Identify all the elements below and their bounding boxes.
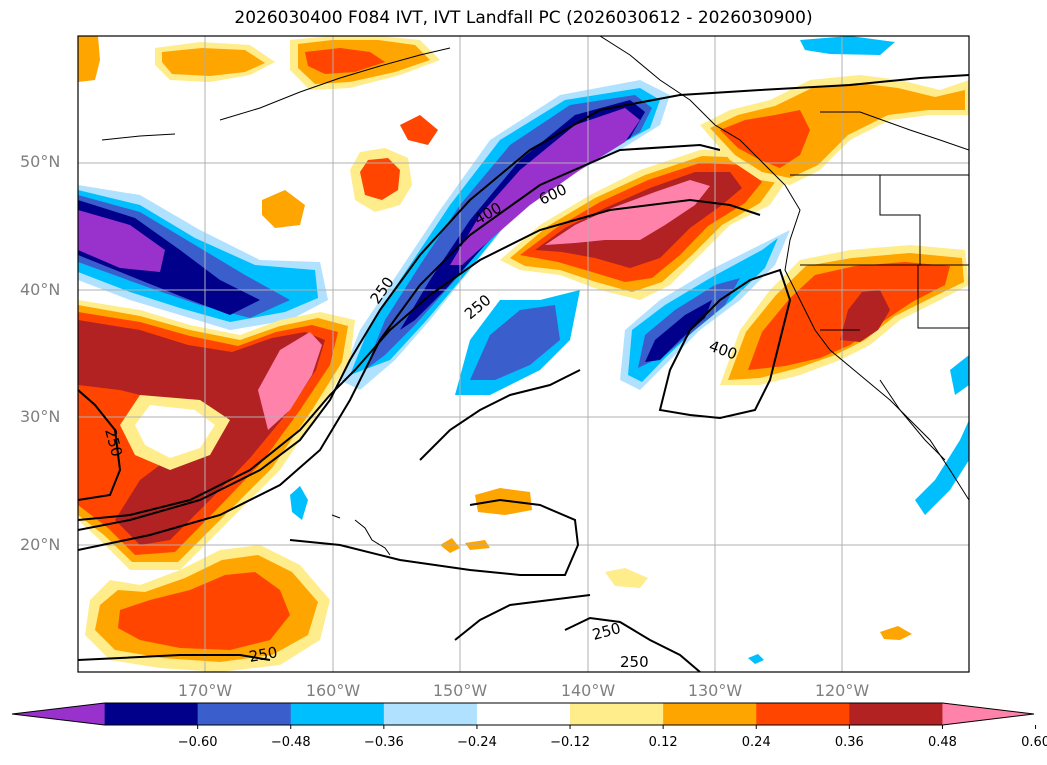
neg-west-purple	[78, 210, 165, 272]
colorbar	[11, 702, 1037, 729]
ivt-shading	[78, 36, 969, 672]
lon-label-140w: 140°W	[560, 681, 616, 700]
pos-west-hole-white	[135, 405, 215, 458]
colorbar-segment	[756, 703, 850, 725]
colorbar-extend-max	[942, 703, 1034, 725]
lon-label-170w: 170°W	[177, 681, 233, 700]
colorbar-tick-label: −0.36	[363, 735, 404, 750]
lon-label-160w: 160°W	[305, 681, 361, 700]
neg-small-3	[915, 420, 969, 515]
pos-small-6	[880, 626, 912, 640]
graticule	[78, 36, 969, 672]
neg-mid-navy	[645, 300, 712, 362]
chart-title: 2026030400 F084 IVT, IVT Landfall PC (20…	[234, 8, 813, 28]
colorbar-tick-label: −0.24	[457, 735, 497, 750]
pos-bc-red	[720, 110, 810, 168]
lat-label-20n: 20°N	[20, 535, 61, 554]
lon-label-120w: 120°W	[814, 681, 870, 700]
lat-label-40n: 40°N	[20, 280, 61, 299]
colorbar-tick-label: 0.36	[834, 735, 864, 750]
neg-small-5	[748, 654, 764, 664]
lat-label-30n: 30°N	[20, 407, 61, 426]
colorbar-extend-min	[12, 703, 105, 725]
pos-small-4	[475, 488, 532, 515]
ivt-contours	[78, 74, 969, 672]
colorbar-tick-label: 0.60	[1021, 735, 1047, 750]
pos-small-5	[605, 568, 648, 588]
colorbar-tick-label: −0.48	[270, 735, 311, 750]
colorbar-tick-label: 0.48	[927, 735, 957, 750]
neg-small-2	[290, 486, 308, 520]
colorbar-tick-label: −0.60	[177, 735, 218, 750]
coastlines	[101, 36, 969, 556]
contour-label-250-e: 250	[620, 653, 649, 671]
pos-ca-darkred	[840, 290, 890, 342]
pos-ak-red	[305, 48, 385, 74]
colorbar-tick-label: −0.12	[550, 735, 590, 750]
pos-small-3	[400, 115, 438, 145]
pos-west-pink	[258, 332, 322, 430]
colorbar-segment	[476, 703, 571, 725]
neg-band-east-blue	[470, 305, 560, 380]
pos-ne-pink	[545, 180, 710, 245]
pos-sw-red	[118, 572, 290, 650]
colorbar-outline	[11, 702, 1035, 726]
colorbar-tick-label: 0.12	[648, 735, 678, 750]
lon-label-130w: 130°W	[687, 681, 743, 700]
contour-label-250-f: 250	[248, 643, 279, 666]
colorbar-segment	[290, 703, 385, 725]
lon-label-150w: 150°W	[432, 681, 488, 700]
pos-small-2	[262, 190, 305, 228]
pos-ak3	[78, 36, 100, 82]
colorbar-segment	[570, 703, 664, 725]
map-frame	[77, 35, 970, 673]
colorbar-segment	[104, 703, 199, 725]
colorbar-segment	[663, 703, 757, 725]
colorbar-segment	[197, 703, 292, 725]
colorbar-segment	[383, 703, 478, 725]
lat-label-50n: 50°N	[20, 152, 61, 171]
pos-ak2-orange	[162, 48, 265, 76]
pos-small-1b	[360, 158, 400, 200]
colorbar-segment	[849, 703, 943, 725]
neg-band-purple	[450, 108, 640, 265]
neg-small-1	[800, 36, 895, 55]
neg-small-4	[950, 355, 969, 395]
colorbar-tick-label: 0.24	[741, 735, 771, 750]
